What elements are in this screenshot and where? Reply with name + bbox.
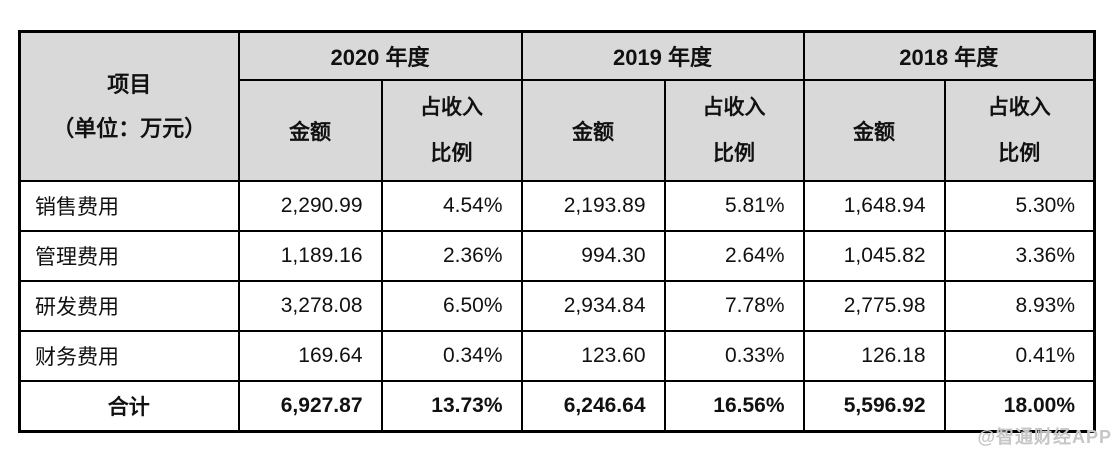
row-label: 销售费用 (18, 180, 240, 232)
cell-amount-2020: 6,927.87 (237, 380, 383, 432)
expense-ratio-table: 项目 （单位：万元） 2020 年度 2019 年度 2018 年度 金额 占收… (18, 30, 1096, 433)
row-label: 研发费用 (18, 280, 240, 332)
cell-amount-2020: 1,189.16 (237, 230, 383, 282)
cell-amount-2020: 2,290.99 (237, 180, 383, 232)
cell-ratio-2020: 6.50% (380, 280, 523, 332)
subheader-ratio-2020: 占收入 比例 (380, 79, 523, 182)
year-header-2018: 2018 年度 (802, 30, 1096, 81)
table-row-admin-expense: 管理费用 1,189.16 2.36% 994.30 2.64% 1,045.8… (18, 230, 1096, 282)
year-header-2019: 2019 年度 (520, 30, 805, 81)
subheader-ratio-2019: 占收入 比例 (663, 79, 805, 182)
cell-amount-2019: 994.30 (520, 230, 666, 282)
year-header-2020: 2020 年度 (237, 30, 523, 81)
cell-amount-2018: 1,648.94 (802, 180, 946, 232)
cell-ratio-2018: 18.00% (943, 380, 1096, 432)
table-row-total: 合计 6,927.87 13.73% 6,246.64 16.56% 5,596… (18, 380, 1096, 432)
cell-amount-2018: 1,045.82 (802, 230, 946, 282)
table-row-rd-expense: 研发费用 3,278.08 6.50% 2,934.84 7.78% 2,775… (18, 280, 1096, 332)
cell-ratio-2020: 2.36% (380, 230, 523, 282)
cell-ratio-2020: 4.54% (380, 180, 523, 232)
cell-ratio-2019: 16.56% (663, 380, 805, 432)
cell-ratio-2019: 5.81% (663, 180, 805, 232)
subheader-amount-2018: 金额 (802, 79, 946, 182)
table-row-sales-expense: 销售费用 2,290.99 4.54% 2,193.89 5.81% 1,648… (18, 180, 1096, 232)
item-column-header: 项目 （单位：万元） (18, 30, 240, 182)
cell-ratio-2019: 0.33% (663, 330, 805, 382)
cell-ratio-2018: 0.41% (943, 330, 1096, 382)
row-label: 财务费用 (18, 330, 240, 382)
cell-ratio-2019: 7.78% (663, 280, 805, 332)
cell-ratio-2018: 5.30% (943, 180, 1096, 232)
cell-amount-2020: 169.64 (237, 330, 383, 382)
cell-amount-2019: 6,246.64 (520, 380, 666, 432)
cell-amount-2018: 5,596.92 (802, 380, 946, 432)
subheader-amount-2019: 金额 (520, 79, 666, 182)
cell-amount-2019: 2,193.89 (520, 180, 666, 232)
cell-amount-2019: 2,934.84 (520, 280, 666, 332)
cell-ratio-2019: 2.64% (663, 230, 805, 282)
cell-ratio-2020: 13.73% (380, 380, 523, 432)
cell-ratio-2020: 0.34% (380, 330, 523, 382)
cell-ratio-2018: 8.93% (943, 280, 1096, 332)
cell-amount-2018: 126.18 (802, 330, 946, 382)
cell-amount-2018: 2,775.98 (802, 280, 946, 332)
year-header-row: 项目 （单位：万元） 2020 年度 2019 年度 2018 年度 (18, 30, 1096, 182)
subheader-ratio-2018: 占收入 比例 (943, 79, 1096, 182)
subheader-row: 金额 占收入 比例 金额 占收入 比例 金额 占收入 比例 (20, 79, 1096, 182)
row-label-total: 合计 (18, 380, 240, 432)
cell-ratio-2018: 3.36% (943, 230, 1096, 282)
table-row-finance-expense: 财务费用 169.64 0.34% 123.60 0.33% 126.18 0.… (18, 330, 1096, 382)
subheader-amount-2020: 金额 (237, 79, 383, 182)
cell-amount-2019: 123.60 (520, 330, 666, 382)
cell-amount-2020: 3,278.08 (237, 280, 383, 332)
row-label: 管理费用 (18, 230, 240, 282)
